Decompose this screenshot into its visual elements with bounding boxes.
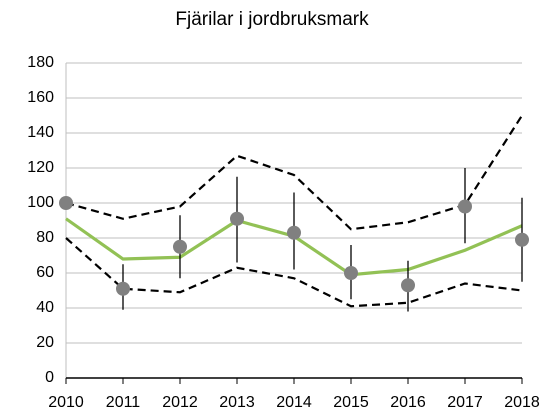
y-tick-label: 80 [36, 229, 54, 246]
x-tick-label: 2015 [333, 394, 369, 411]
y-tick-label: 0 [45, 369, 54, 386]
line [65, 114, 523, 231]
y-tick-label: 100 [27, 194, 54, 211]
point [116, 281, 130, 296]
x-tick-label: 2010 [48, 394, 84, 411]
y-tick-label: 60 [36, 264, 54, 281]
line [65, 237, 523, 308]
x-tick-label: 2017 [447, 394, 483, 411]
point [401, 278, 415, 293]
point [515, 232, 529, 247]
x-tick-label: 2014 [276, 394, 312, 411]
point [344, 266, 358, 280]
y-tick-label: 120 [27, 159, 54, 176]
point [59, 196, 73, 210]
y-tick-label: 180 [27, 54, 54, 71]
x-tick-label: 2012 [162, 394, 198, 411]
x-tick-label: 2018 [504, 394, 540, 411]
x-tick-label: 2013 [219, 394, 255, 411]
chart-title: Fjärilar i jordbruksmark [175, 9, 369, 30]
point [287, 225, 301, 240]
x-tick-label: 2016 [390, 394, 426, 411]
y-tick-label: 20 [36, 334, 54, 351]
y-tick-label: 140 [27, 124, 54, 141]
x-tick-label: 2011 [106, 394, 141, 411]
y-tick-label: 160 [27, 89, 54, 106]
y-tick-label: 40 [36, 299, 54, 316]
point [173, 239, 187, 254]
point [230, 211, 244, 226]
point [458, 199, 472, 214]
